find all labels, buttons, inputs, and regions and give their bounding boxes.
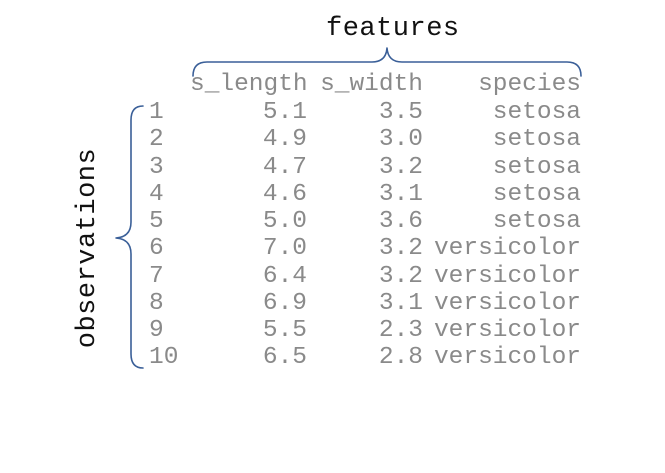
features-brace	[192, 47, 582, 77]
observations-brace	[115, 105, 144, 369]
s-width-cell: 3.0	[378, 126, 423, 153]
s-width-cell: 3.5	[378, 99, 423, 126]
species-cell: setosa	[492, 181, 581, 208]
species-cell: versicolor	[433, 290, 581, 317]
species-cell: versicolor	[433, 344, 581, 371]
s-width-cell: 3.6	[378, 208, 423, 235]
species-cell: setosa	[492, 208, 581, 235]
species-cell: setosa	[492, 126, 581, 153]
column-header-species: species	[478, 71, 581, 98]
s-width-cell: 3.1	[378, 290, 423, 317]
row-index: 1	[149, 99, 164, 126]
species-cell: setosa	[492, 99, 581, 126]
s-width-cell: 3.2	[378, 263, 423, 290]
s-length-cell: 6.5	[262, 344, 307, 371]
row-index: 6	[149, 235, 164, 262]
column-header-s-width: s_width	[320, 71, 423, 98]
features-label: features	[326, 14, 460, 44]
row-index: 9	[149, 317, 164, 344]
row-index: 7	[149, 263, 164, 290]
s-length-cell: 5.0	[262, 208, 307, 235]
s-width-cell: 3.2	[378, 235, 423, 262]
row-index: 10	[149, 344, 179, 371]
s-length-cell: 4.9	[262, 126, 307, 153]
row-index: 8	[149, 290, 164, 317]
s-length-cell: 4.6	[262, 181, 307, 208]
s-length-cell: 7.0	[262, 235, 307, 262]
column-header-s-length: s_length	[190, 71, 308, 98]
s-length-cell: 6.9	[262, 290, 307, 317]
s-length-cell: 6.4	[262, 263, 307, 290]
s-width-cell: 3.2	[378, 154, 423, 181]
row-index: 2	[149, 126, 164, 153]
s-width-cell: 3.1	[378, 181, 423, 208]
species-cell: versicolor	[433, 235, 581, 262]
row-index: 3	[149, 154, 164, 181]
s-length-cell: 4.7	[262, 154, 307, 181]
row-index: 5	[149, 208, 164, 235]
s-width-cell: 2.8	[378, 344, 423, 371]
s-length-cell: 5.1	[262, 99, 307, 126]
row-index: 4	[149, 181, 164, 208]
species-cell: setosa	[492, 154, 581, 181]
s-width-cell: 2.3	[378, 317, 423, 344]
species-cell: versicolor	[433, 263, 581, 290]
s-length-cell: 5.5	[262, 317, 307, 344]
species-cell: versicolor	[433, 317, 581, 344]
